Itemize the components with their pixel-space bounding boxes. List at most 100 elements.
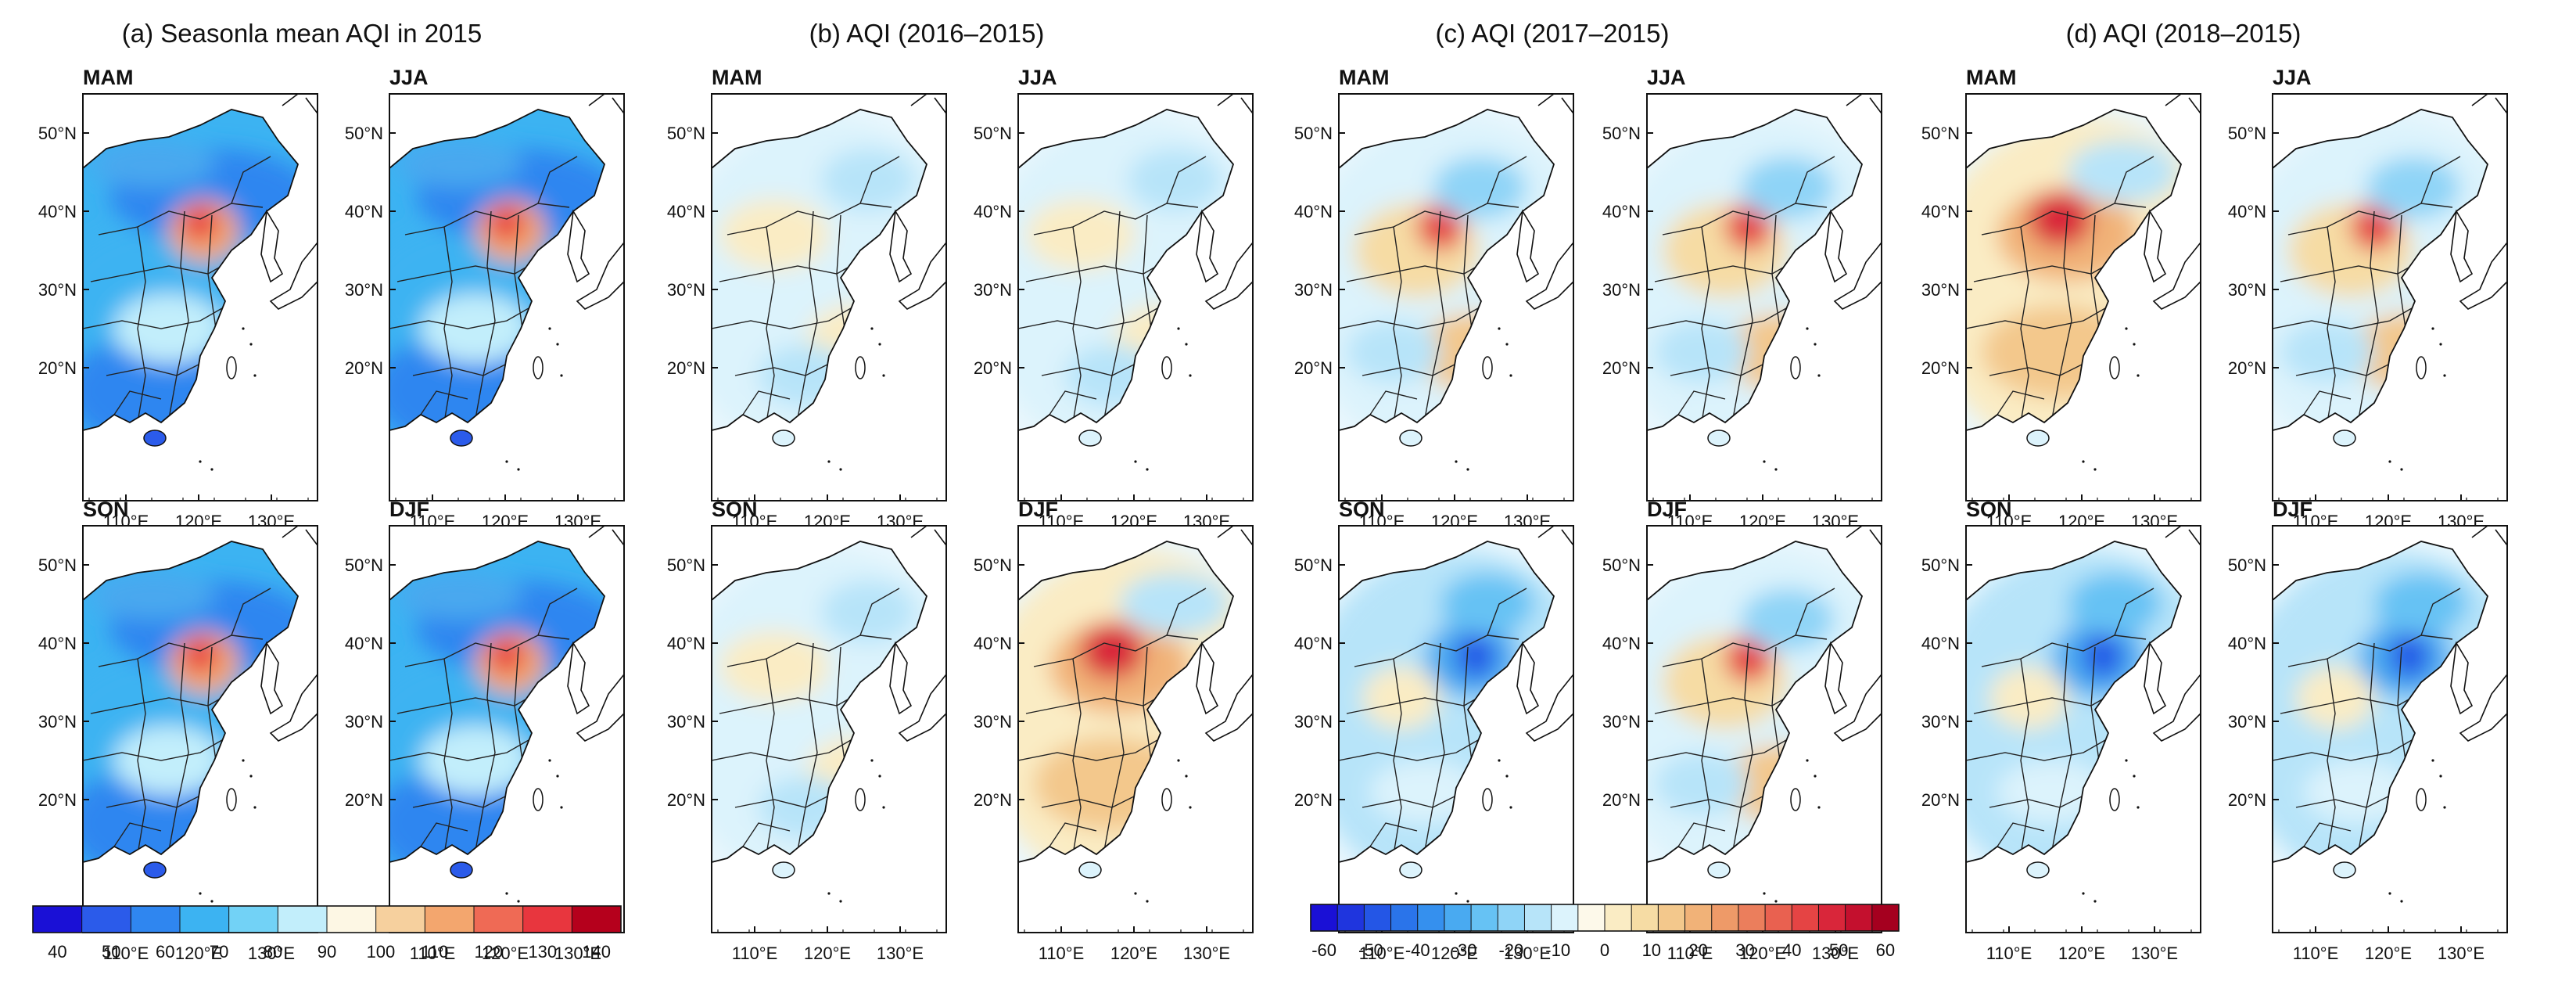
colorbar-swatch [1738,904,1766,931]
group-title-d: (d) AQI (2018–2015) [2066,19,2302,48]
hainan-outline [450,430,473,447]
hainan-outline [2333,861,2356,879]
japan-outline [1833,242,1882,310]
korea-outline [889,209,913,283]
coastline [1338,109,1555,431]
lat-tick-label: 40°N [974,634,1012,653]
lat-tick-label: 20°N [38,790,77,810]
map-panel-a-son: SON 50°N 40°N 30°N 20°N 110°E 120°E 130°E [38,498,318,963]
colorbar-swatch [1792,904,1819,931]
lat-tick-label: 40°N [1602,634,1641,653]
lat-tick-label: 30°N [974,712,1012,732]
lat-tick-label: 30°N [2228,712,2266,732]
lat-tick-label: 50°N [974,124,1012,143]
colorbar-swatch [1390,904,1419,931]
coastline [711,109,928,431]
taiwan-outline [855,788,866,811]
province-boundaries [2273,156,2461,423]
province-boundaries [389,156,578,423]
hainan-outline [2026,861,2050,879]
japan-outline [2152,674,2201,742]
korea-outline [1196,641,1219,715]
lat-tick-label: 20°N [667,790,705,810]
colorbar-label: 100 [367,942,396,962]
season-label: JJA [2273,66,2312,89]
lon-tick-label: 110°E [2293,944,2339,963]
lat-tick-label: 40°N [667,634,705,653]
colorbar-label: 80 [264,942,282,962]
lat-tick-label: 40°N [345,634,383,653]
map-panel-c-djf: DJF 50°N 40°N 30°N 20°N 110°E 120°E 130°E [1602,498,1882,963]
colorbar-swatch [1471,904,1498,931]
province-boundaries [1339,156,1527,423]
map-panel-d-djf: DJF 50°N 40°N 30°N 20°N 110°E 120°E 130°E [2228,498,2508,963]
lat-tick-label: 30°N [38,712,77,732]
province-boundaries [1018,156,1207,423]
colorbar-label: 70 [210,942,228,962]
lon-tick-label: 130°E [2438,944,2485,963]
lon-tick-label: 110°E [1667,944,1713,963]
province-boundaries [1339,588,1527,855]
lon-tick-label: 120°E [482,944,529,963]
coastline [1646,109,1864,431]
lat-tick-label: 50°N [1294,124,1333,143]
colorbar-label: 0 [1600,940,1609,960]
lat-tick-label: 30°N [1921,712,1960,732]
lat-tick-label: 40°N [1602,202,1641,221]
coastline [2272,541,2489,863]
lat-tick-label: 20°N [38,358,77,378]
japan-outline [1525,242,1574,310]
lat-tick-label: 20°N [1602,790,1641,810]
coastline [389,109,606,431]
japan-outline [2459,242,2508,310]
japan-outline [576,242,625,310]
lon-tick-label: 120°E [175,944,222,963]
panel-frame [2272,525,2508,933]
lat-tick-label: 40°N [1921,202,1960,221]
season-label: JJA [389,66,429,89]
lat-tick-label: 50°N [1921,124,1960,143]
lon-tick-label: 130°E [2131,944,2178,963]
lat-tick-label: 30°N [667,280,705,300]
lat-tick-label: 40°N [1294,634,1333,653]
coastline [1965,541,2183,863]
coastline [82,109,300,431]
colorbar-swatch [1524,904,1552,931]
korea-outline [889,641,913,715]
season-label: SON [1966,498,2012,521]
hainan-outline [450,861,473,879]
mean-aqi-colorbar: 40 50 60 70 80 90 100 110 120 130 140 [32,905,622,962]
colorbar-label: -20 [1498,940,1523,960]
japan-outline [898,674,947,742]
lon-tick-label: 120°E [1739,944,1786,963]
province-boundaries [1966,156,2154,423]
taiwan-outline [1161,356,1172,379]
hainan-outline [1399,430,1423,447]
season-label: MAM [712,66,762,89]
lat-tick-label: 50°N [974,555,1012,575]
lat-tick-label: 40°N [667,202,705,221]
japan-outline [1525,674,1574,742]
lat-tick-label: 50°N [2228,555,2266,575]
map-panel-a-djf: DJF 50°N 40°N 30°N 20°N 110°E 120°E 130°E [345,498,625,963]
season-label: MAM [1339,66,1389,89]
colorbar-swatch [375,906,425,933]
lat-tick-label: 20°N [667,358,705,378]
colorbar-swatch [180,906,230,933]
colorbar-label: 110 [421,942,448,962]
season-label: MAM [1966,66,2016,89]
taiwan-outline [855,356,866,379]
colorbar-swatch [1337,904,1365,931]
lat-tick-label: 50°N [345,124,383,143]
lon-tick-label: 110°E [732,944,778,963]
lon-tick-label: 120°E [2365,944,2412,963]
colorbar-label: 140 [582,942,611,962]
taiwan-outline [1161,788,1172,811]
colorbar-swatch [1684,904,1713,931]
lat-tick-label: 40°N [1921,634,1960,653]
panel-frame [1965,525,2201,933]
panel-frame [389,93,625,501]
lat-tick-label: 20°N [2228,790,2266,810]
colorbar-swatch [1711,904,1739,931]
